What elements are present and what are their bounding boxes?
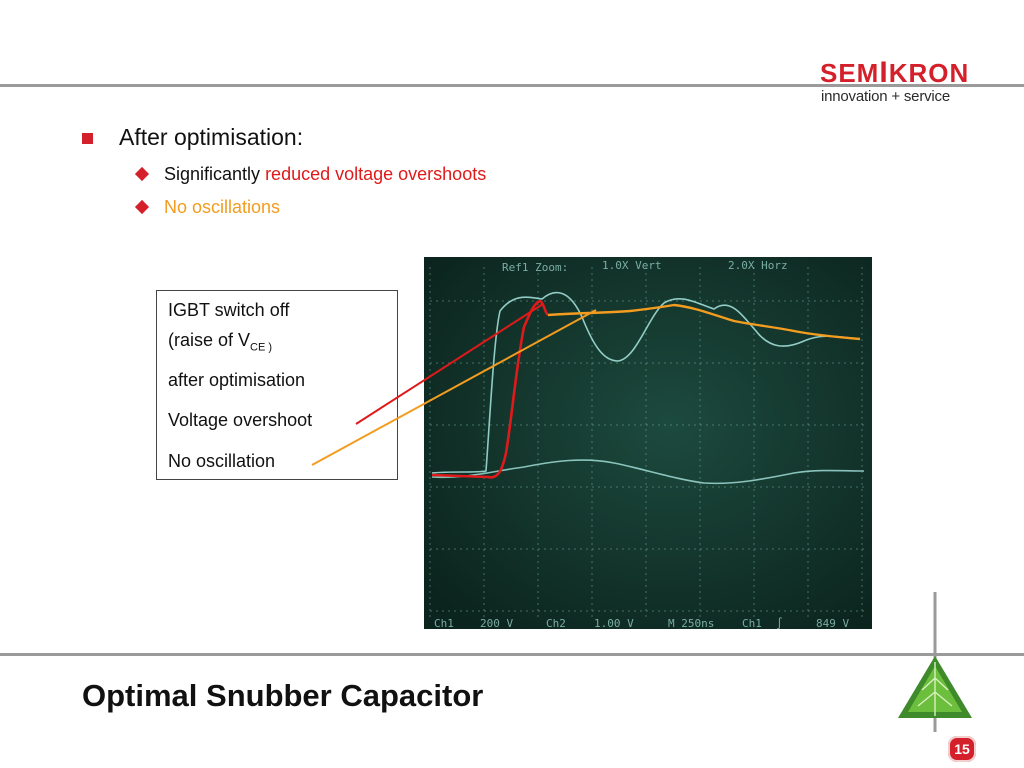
square-bullet-icon [82, 133, 93, 144]
callout-box: IGBT switch off (raise of VCE ) after op… [156, 290, 398, 480]
oscilloscope-screen: Ref1 Zoom: 1.0X Vert 2.0X Horz Ch1 200 V… [424, 257, 872, 629]
scope-footer-v2: 1.00 V [594, 617, 634, 629]
scope-footer-ch1: Ch1 [434, 617, 454, 629]
scope-header-right: 2.0X Horz [728, 259, 788, 272]
scope-header-left: Ref1 Zoom: [502, 261, 568, 274]
scope-footer-time: M 250ns [668, 617, 714, 629]
scope-footer-trig: ∫ [776, 617, 783, 629]
page-number-badge: 15 [948, 736, 976, 762]
scope-footer-ch2: Ch2 [546, 617, 566, 629]
header-rule [0, 84, 1024, 87]
callout-no-oscillation: No oscillation [168, 451, 276, 471]
callout-voltage-overshoot: Voltage overshoot [168, 410, 313, 430]
oscilloscope-photo: Ref1 Zoom: 1.0X Vert 2.0X Horz Ch1 200 V… [424, 257, 872, 629]
callout-line-3: after optimisation [168, 370, 306, 390]
diamond-bullet-icon [134, 166, 150, 182]
logo-tagline: innovation + service [821, 88, 950, 105]
tree-logo-icon [898, 592, 972, 732]
callout-line-1: IGBT switch off [168, 300, 290, 320]
scope-footer-ch1b: Ch1 [742, 617, 762, 629]
scope-footer-v1: 200 V [480, 617, 513, 629]
no-oscillation-trace [547, 303, 861, 341]
lower-trace [431, 459, 865, 485]
logo-wordmark: SEMIKRON [820, 56, 970, 89]
footer-rule [0, 653, 1024, 656]
scope-footer-level: 849 V [816, 617, 849, 629]
callout-line-2: (raise of VCE ) [168, 330, 273, 354]
slide-title: Optimal Snubber Capacitor [82, 678, 484, 713]
scope-header-mid: 1.0X Vert [602, 259, 662, 272]
semikron-logo: SEMIKRON innovation + service [816, 56, 968, 108]
diamond-bullet-icon [134, 199, 150, 215]
